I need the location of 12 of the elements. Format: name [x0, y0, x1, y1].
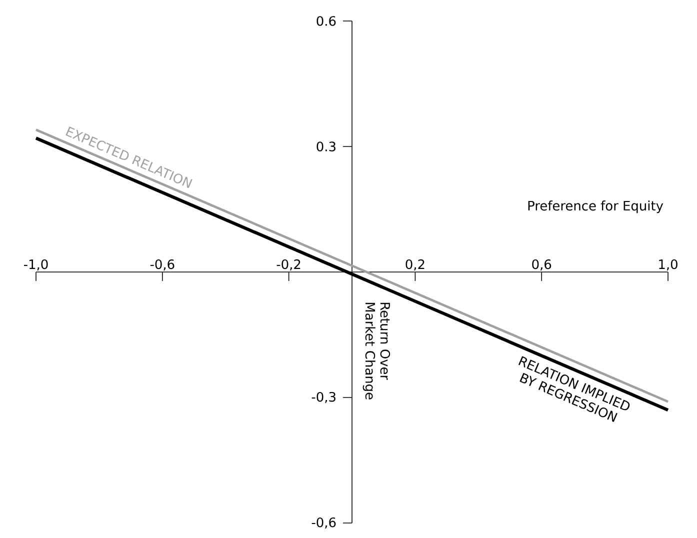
x-tick-label: 0,2: [406, 259, 424, 270]
x-axis-title: Preference for Equity: [528, 200, 664, 214]
x-tick-label: 1,0: [659, 259, 678, 270]
y-tick-label: 0.3: [316, 142, 336, 152]
y-tick-label: -0,6: [312, 517, 336, 529]
x-tick-label: -1,0: [24, 259, 48, 270]
x-tick-label: 0,6: [532, 259, 552, 270]
y-tick-label: -0,3: [312, 392, 336, 404]
x-tick-label: -0,6: [150, 259, 174, 270]
y-axis-title: Return Over Market Change: [362, 302, 390, 400]
x-tick-label: -0,2: [276, 259, 300, 270]
y-tick-label: 0.6: [316, 16, 336, 26]
